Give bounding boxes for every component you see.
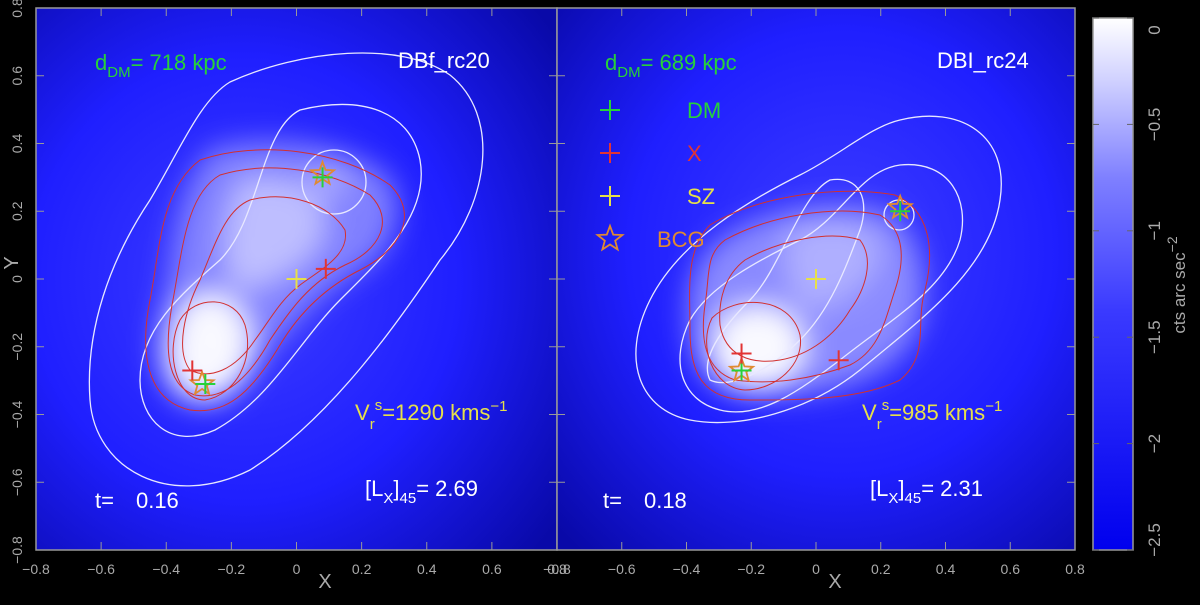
- x-tick-label: −0.6: [608, 561, 636, 577]
- luminosity-b: [LX]45= 2.31: [870, 476, 983, 507]
- x-tick-label: 0.6: [482, 561, 502, 577]
- velocity-a: Vrs=1290 kms−1: [355, 397, 508, 433]
- y-tick-label: 0: [9, 275, 25, 283]
- legend-item-dm: DM: [600, 98, 721, 123]
- x-tick-label: 0: [293, 561, 301, 577]
- colorbar-tick-label: −1: [1145, 221, 1164, 240]
- x-plus-marker: [828, 350, 849, 371]
- dm-distance-a: dDM= 718 kpc: [95, 50, 227, 81]
- x-tick-label: 0.8: [547, 561, 567, 577]
- dm-plus-marker: [312, 167, 333, 188]
- colorbar-gradient: [1092, 17, 1134, 551]
- x-plus-marker: [315, 258, 336, 279]
- annotations-panel-b: dDM= 689 kpc DBI_rc24 Vrs=985 kms−1 [LX]…: [603, 48, 1029, 513]
- colorbar: 0 −0.5 −1 −1.5 −2 −2.5 cts arc sec−2: [1092, 17, 1189, 557]
- panel-dbf-rc20: [36, 8, 557, 550]
- model-name-a: DBf_rc20: [398, 48, 490, 73]
- legend-item-x: X: [600, 141, 702, 166]
- x-tick-label: 0.2: [871, 561, 891, 577]
- legend: DM X SZ BCG: [595, 98, 721, 252]
- x-tick-label: −0.4: [673, 561, 701, 577]
- x-tick-label: −0.4: [152, 561, 180, 577]
- colorbar-tick-label: −2: [1145, 434, 1164, 453]
- x-tick-label: 0.2: [352, 561, 372, 577]
- axes-panel-a: −0.8 −0.6 −0.4 −0.2 0 0.2 0.4 0.6 0.8 −0.8 −0.6 −0.…: [9, 0, 567, 577]
- y-tick-label: −0.6: [9, 468, 25, 496]
- colorbar-tick-label: −0.5: [1145, 108, 1164, 142]
- y-axis-label: Y: [1, 256, 23, 269]
- axes-panel-b: −0.8 −0.6 −0.4 −0.2 0 0.2 0.4 0.6 0.8: [543, 7, 1085, 577]
- markers-panel-a: [182, 159, 337, 396]
- emission-glow: [688, 206, 924, 396]
- colorbar-tick-label: 0: [1145, 25, 1164, 34]
- red-contours: [145, 149, 405, 412]
- legend-label: BCG: [657, 227, 705, 252]
- legend-item-sz: SZ: [600, 184, 715, 209]
- colorbar-tick-label: −2.5: [1145, 523, 1164, 557]
- colorbar-ticks: 0 −0.5 −1 −1.5 −2 −2.5: [1093, 17, 1164, 557]
- x-plus-marker: [731, 343, 752, 364]
- markers-panel-b: [727, 193, 915, 383]
- bcg-star-marker: [188, 369, 216, 396]
- x-tick-label: −0.2: [737, 561, 765, 577]
- y-tick-label: −0.8: [9, 536, 25, 564]
- x-tick-label: 0.4: [936, 561, 956, 577]
- emission-glow: [155, 141, 398, 404]
- x-tick-label: 0.4: [417, 561, 437, 577]
- x-axis-label-b: X: [828, 571, 841, 593]
- panel-dbi-rc24: [557, 8, 1075, 550]
- legend-label: DM: [687, 98, 721, 123]
- legend-item-bcg: BCG: [595, 223, 705, 252]
- legend-label: SZ: [687, 184, 715, 209]
- sz-plus-marker: [286, 269, 307, 289]
- legend-star-icon: [595, 223, 625, 252]
- legend-label: X: [687, 141, 702, 166]
- red-contours: [689, 190, 931, 401]
- time-b: t= 0.18: [603, 488, 687, 513]
- dm-plus-marker: [890, 201, 911, 222]
- model-name-b: DBI_rc24: [937, 48, 1029, 73]
- sz-plus-marker: [806, 269, 826, 289]
- y-tick-label: −0.4: [9, 400, 25, 428]
- x-tick-label: −0.8: [543, 561, 571, 577]
- annotations-panel-a: dDM= 718 kpc DBf_rc20 Vrs=1290 kms−1 [LX…: [95, 48, 508, 513]
- x-tick-label: −0.8: [22, 561, 50, 577]
- x-tick-label: −0.6: [87, 561, 115, 577]
- velocity-b: Vrs=985 kms−1: [862, 397, 1002, 433]
- x-tick-label: 0: [812, 561, 820, 577]
- x-tick-label: 0.8: [1065, 561, 1085, 577]
- colorbar-tick-label: −1.5: [1145, 320, 1164, 354]
- time-a: t= 0.16: [95, 488, 179, 513]
- dm-distance-b: dDM= 689 kpc: [605, 50, 737, 81]
- dm-plus-marker: [731, 360, 752, 381]
- x-tick-label: −0.2: [218, 561, 246, 577]
- x-tick-label: 0.6: [1001, 561, 1021, 577]
- x-plus-marker: [182, 360, 203, 381]
- white-contours: [88, 52, 484, 487]
- colorbar-label: cts arc sec−2: [1164, 236, 1189, 333]
- y-tick-label: 0.6: [9, 66, 25, 86]
- y-tick-label: 0.4: [9, 134, 25, 154]
- y-tick-label: 0.8: [9, 0, 25, 18]
- y-tick-label: 0.2: [9, 201, 25, 221]
- luminosity-a: [LX]45= 2.69: [365, 476, 478, 507]
- y-tick-label: −0.2: [9, 333, 25, 361]
- dm-plus-marker: [195, 374, 216, 395]
- x-axis-label-a: X: [318, 571, 331, 593]
